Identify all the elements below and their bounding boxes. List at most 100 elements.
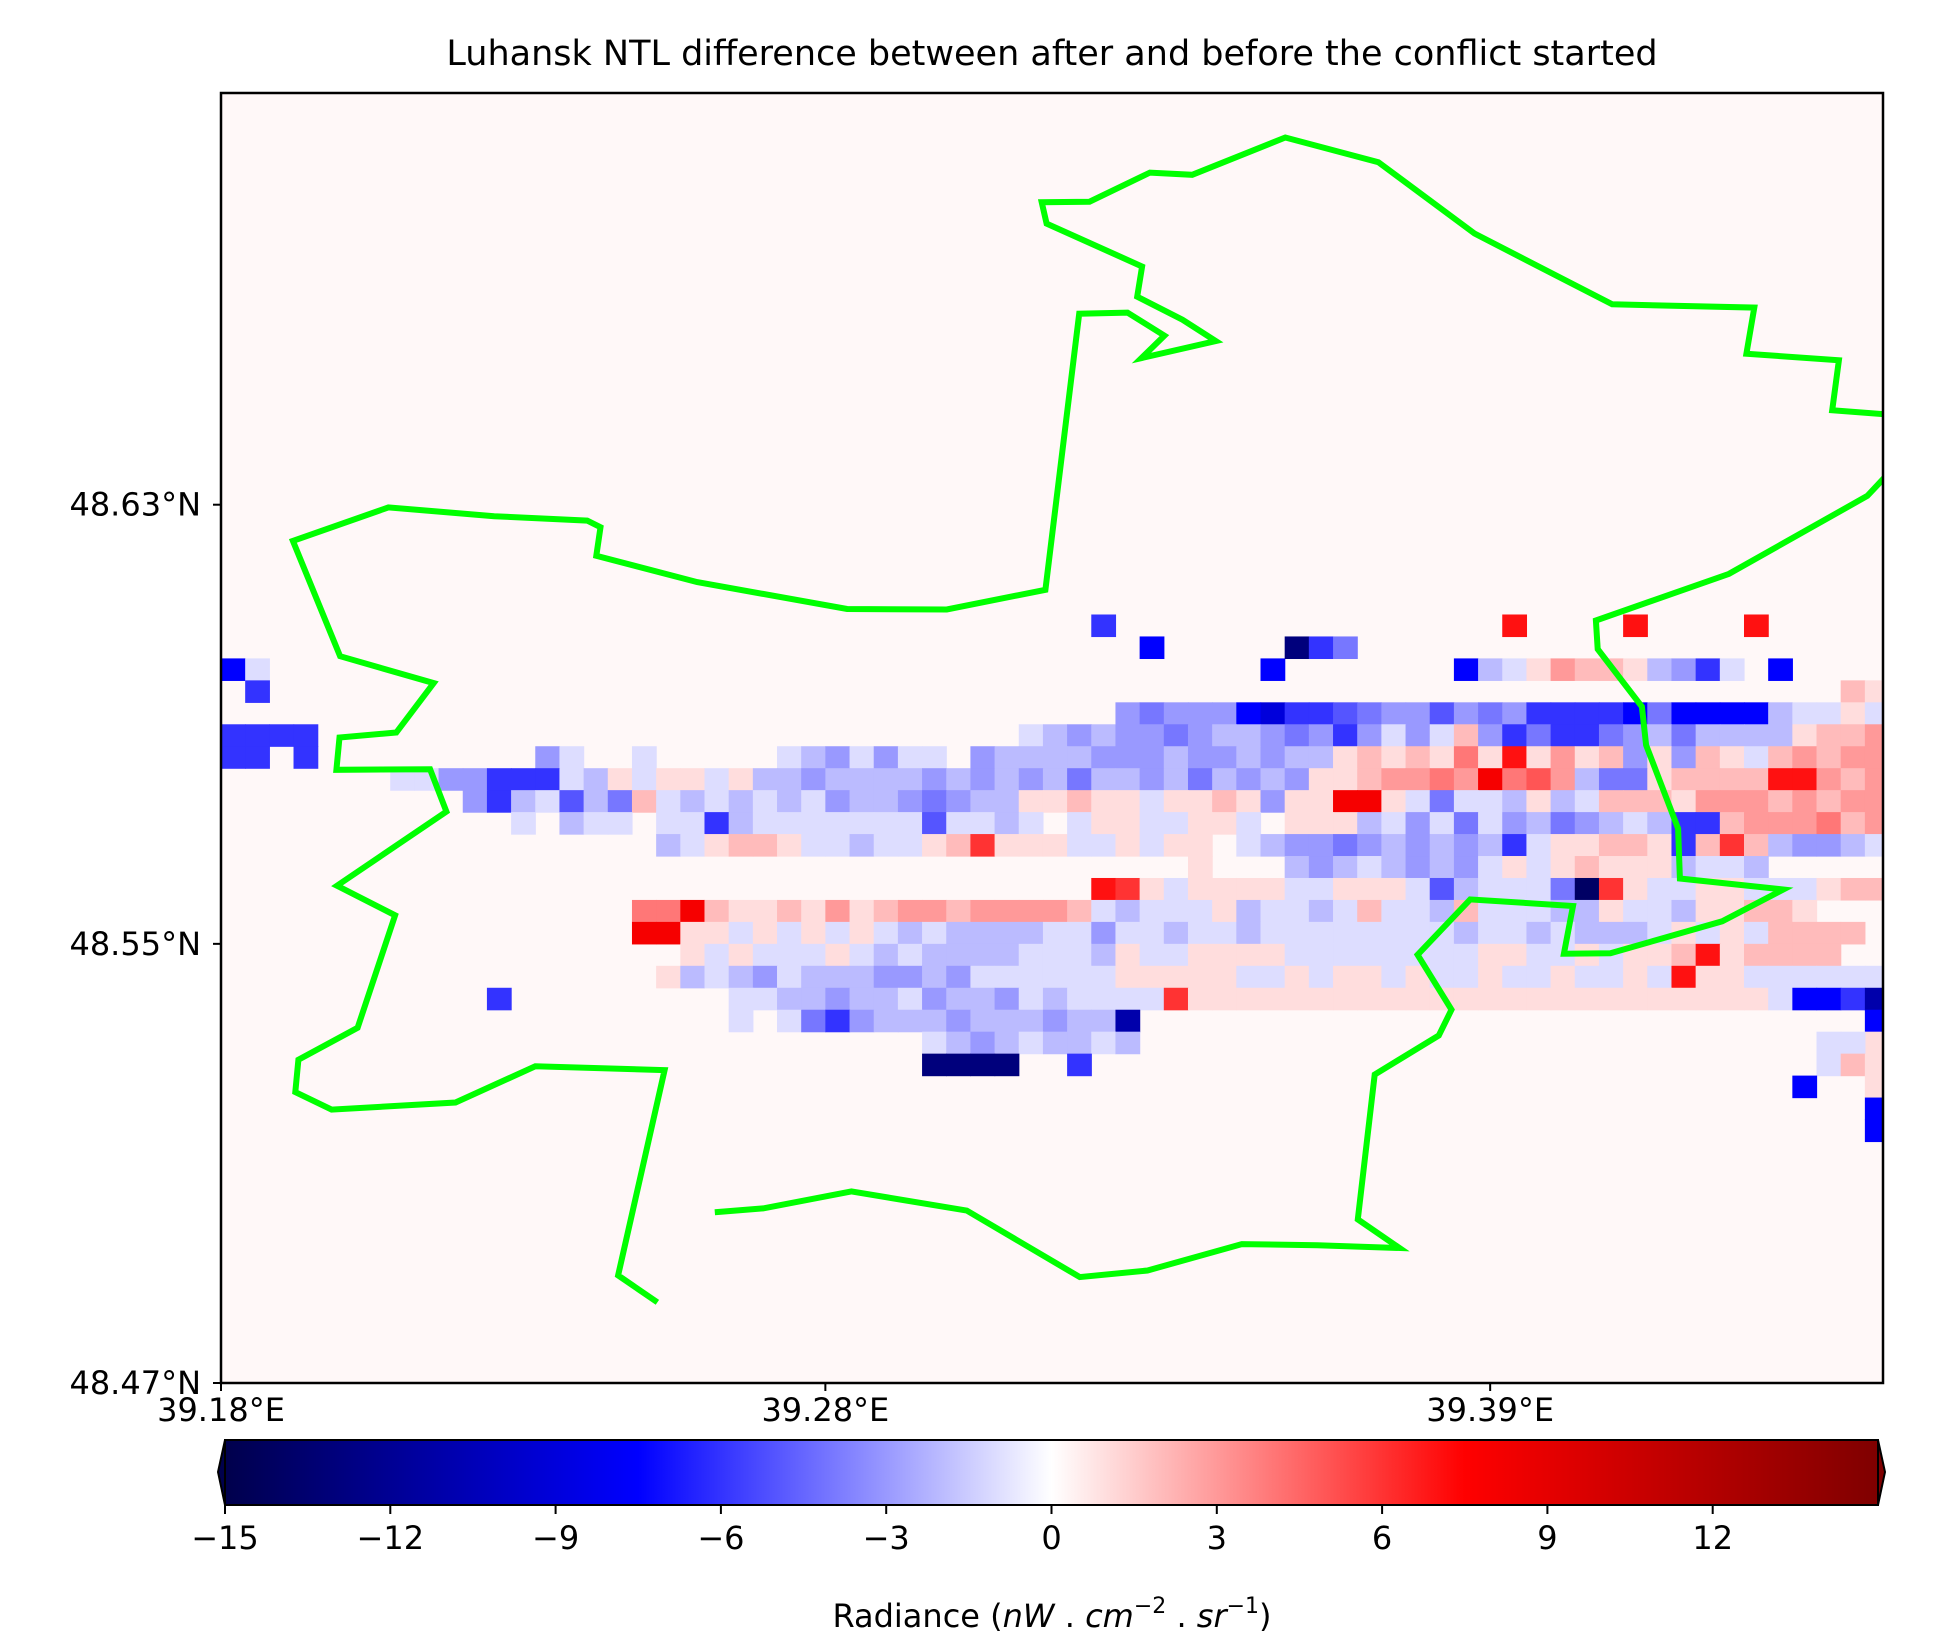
heatmap-cell [1091,724,1117,747]
heatmap-cell [801,899,826,923]
heatmap-cell [1695,790,1721,813]
heatmap-cell [1792,768,1818,791]
heatmap-cell [1744,921,1769,945]
heatmap-cell [1695,658,1721,681]
heatmap-cell [1623,614,1648,638]
colorbar-gradient [224,1439,1879,1506]
heatmap-cell [607,790,633,813]
heatmap-cell [1357,790,1382,813]
heatmap-cell [946,987,972,1011]
heatmap-cell [1236,834,1262,857]
heatmap-cell [825,768,851,791]
heatmap-cell [1284,877,1310,901]
heatmap-cell [1913,988,1933,1011]
heatmap-cell [1671,899,1697,923]
heatmap-cell [511,790,536,813]
heatmap-cell [1381,856,1407,879]
heatmap-cell [1308,746,1334,769]
heatmap-cell [1502,943,1528,967]
heatmap-cell [1308,834,1334,857]
heatmap-cell [1792,834,1818,857]
heatmap-cell [1453,702,1479,725]
heatmap-cell [1333,877,1358,901]
heatmap-cell [1381,790,1407,813]
heatmap-cell [1502,790,1528,813]
heatmap-cell [1091,921,1117,945]
heatmap-cell [1840,768,1866,791]
heatmap-cell [1623,658,1648,681]
heatmap-cell [1913,790,1933,813]
heatmap-cell [1163,899,1189,923]
heatmap-cell [1042,768,1068,791]
heatmap-cell [1526,724,1552,747]
heatmap-cell [1502,987,1528,1011]
heatmap-cell [1381,921,1407,945]
heatmap-cell [1598,702,1624,725]
heatmap-cell [1163,790,1189,813]
heatmap-cell [1913,812,1933,835]
heatmap-cell [1502,746,1528,769]
heatmap-cell [994,1031,1020,1055]
heatmap-cell [1478,987,1503,1011]
heatmap-cell [1405,768,1431,791]
heatmap-cell [583,812,609,835]
heatmap-cell [656,965,681,989]
heatmap-cell [994,965,1020,989]
heatmap-cell [1840,702,1866,725]
heatmap-cell [1333,636,1358,660]
heatmap-cell [1284,856,1310,879]
heatmap-cell [1405,746,1431,769]
heatmap-cell [873,790,899,813]
heatmap-cell [1695,856,1721,879]
heatmap-cell [1889,680,1914,703]
heatmap-cell [1260,702,1286,725]
heatmap-cell [1478,790,1503,813]
heatmap-cell [511,812,536,835]
heatmap-cell [680,834,706,857]
heatmap-cell [946,768,972,791]
heatmap-cell [1163,768,1189,791]
heatmap-cell [1139,943,1165,967]
heatmap-cell [970,1009,996,1033]
heatmap-cell [801,987,826,1011]
heatmap-cell [1768,899,1793,923]
heatmap-cell [922,790,947,813]
heatmap-cell [1284,834,1310,857]
heatmap-cell [777,965,802,989]
heatmap-cell [1067,834,1092,857]
heatmap-cell [1623,921,1648,945]
heatmap-cell [1115,1031,1141,1055]
heatmap-cell [1067,899,1092,923]
heatmap-cell [1816,812,1842,835]
heatmap-cell [1139,702,1165,725]
heatmap-cell [1647,965,1673,989]
heatmap-cell [922,812,947,835]
colorbar-label-unit-sr: sr [1197,1597,1229,1635]
heatmap-cell [1091,768,1117,791]
heatmap-cell [1115,943,1141,967]
heatmap-cell [1018,965,1044,989]
heatmap-cell [1574,834,1600,857]
heatmap-cell [1163,943,1189,967]
heatmap-cell [1913,702,1933,725]
heatmap-cell [1864,702,1883,725]
heatmap-cell [1260,768,1286,791]
colorbar-label-prefix: Radiance ( [832,1597,1002,1635]
heatmap-cell [1478,724,1503,747]
heatmap-cell [1768,943,1793,967]
heatmap-cell [1187,987,1213,1011]
heatmap-cell [1526,702,1552,725]
heatmap-cell [1284,746,1310,769]
heatmap-cell [1550,724,1576,747]
heatmap-cell [849,987,875,1011]
heatmap-cell [1187,812,1213,835]
heatmap-cell [825,746,851,769]
heatmap-cell [777,768,802,791]
heatmap-cell [1864,965,1883,989]
heatmap-cell [1889,702,1914,725]
heatmap-cell [897,834,923,857]
heatmap-cell [1163,965,1189,989]
colorbar-tick-label: 9 [1537,1519,1557,1557]
heatmap-cell [1816,921,1842,945]
heatmap-cell [704,790,730,813]
